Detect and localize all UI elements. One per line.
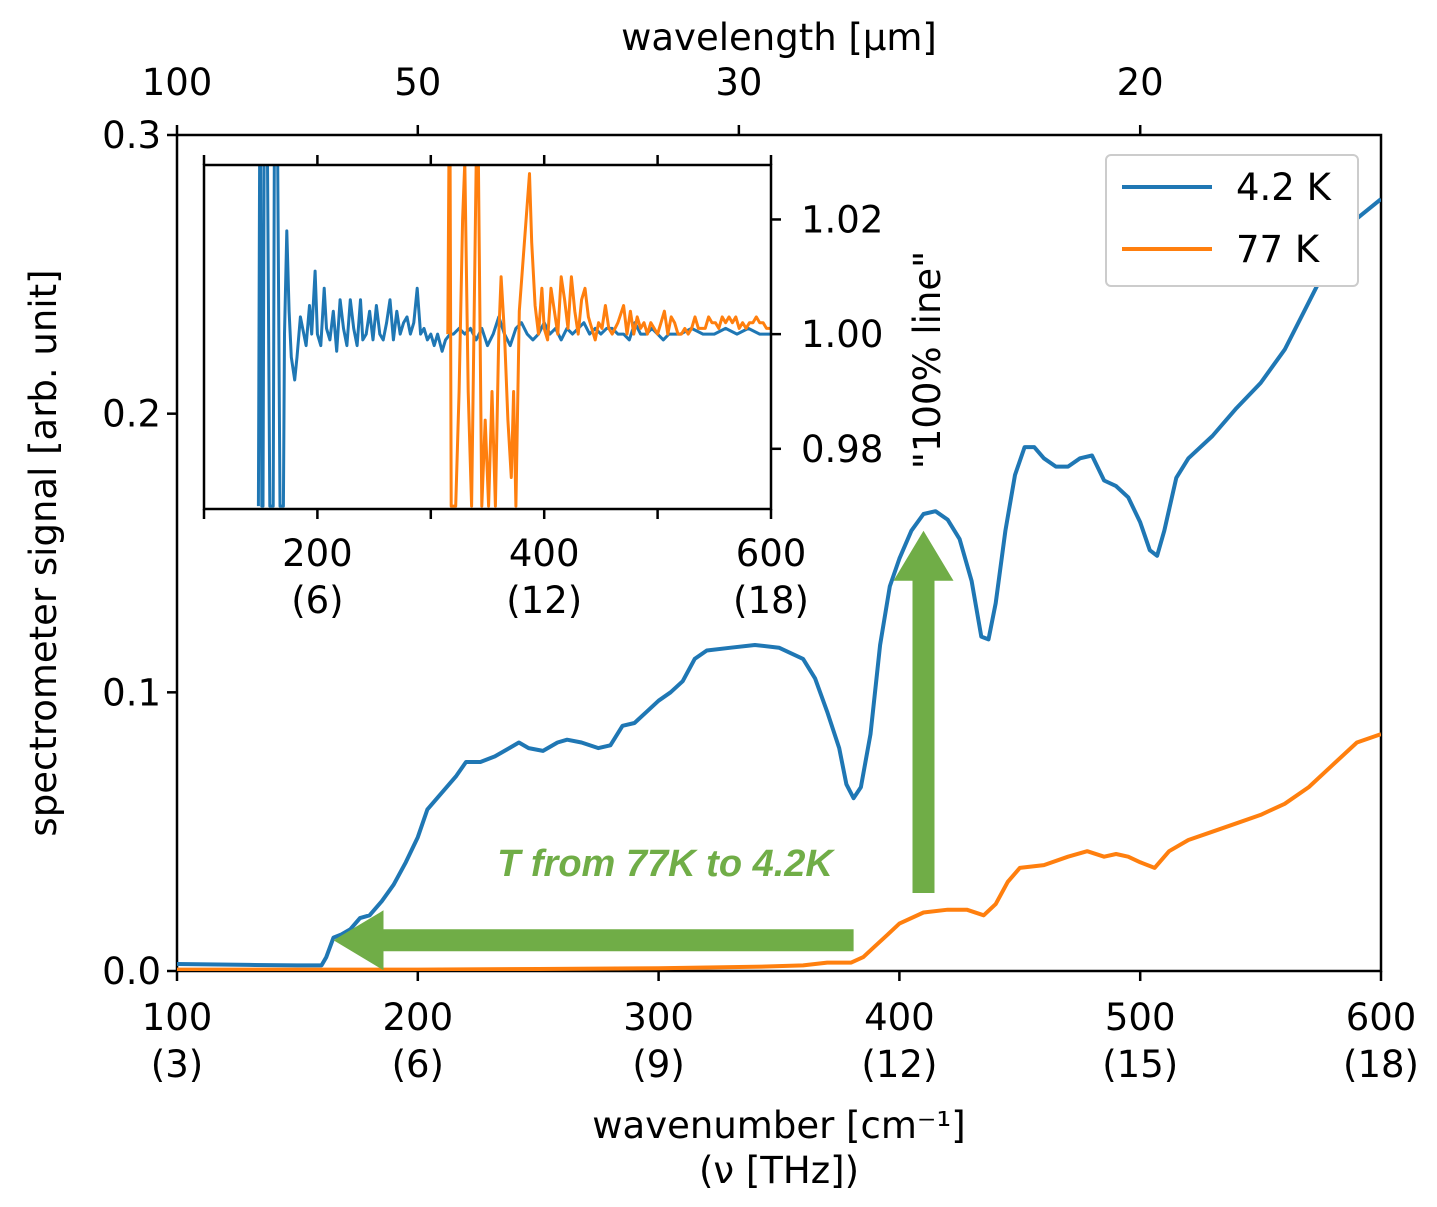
- top-wavelength-axis: 100 50 30 20: [142, 61, 1164, 135]
- x-tick-label: 500: [1105, 996, 1176, 1039]
- x-tick-sublabel: (6): [392, 1043, 444, 1086]
- inset-x-tick-label: 400: [509, 532, 580, 575]
- top-tick-label: 30: [715, 61, 762, 104]
- inset-y-tick-label: 1.00: [801, 313, 883, 356]
- inset-x-tick-sublabel: (6): [291, 579, 343, 622]
- main-y-axis: 0.0 0.1 0.2 0.3: [102, 114, 177, 993]
- annotation-text: T from 77K to 4.2K: [497, 843, 835, 885]
- annotation-arrows: [333, 530, 954, 971]
- x-tick-sublabel: (12): [861, 1043, 937, 1086]
- x-tick-label: 400: [864, 996, 935, 1039]
- inset-x-axis: 200(6) 400(12) 600(18): [202, 155, 809, 622]
- x-axis-sublabel: (ν [THz]): [699, 1149, 859, 1192]
- x-tick-sublabel: (9): [632, 1043, 684, 1086]
- legend-label-77k: 77 K: [1236, 228, 1321, 271]
- series-line-4-2k: [177, 197, 1381, 968]
- y-tick-label: 0.1: [102, 671, 161, 714]
- legend-label-4-2k: 4.2 K: [1236, 166, 1333, 209]
- legend: 4.2 K 77 K: [1105, 154, 1359, 287]
- x-tick-sublabel: (18): [1343, 1043, 1419, 1086]
- arrow-left: [333, 910, 854, 971]
- y-tick-label: 0.2: [102, 393, 161, 436]
- inset-y-axis: 0.98 1.00 1.02: [771, 198, 883, 471]
- top-x-axis-label: wavelength [μm]: [621, 16, 937, 59]
- y-tick-label: 0.0: [102, 950, 161, 993]
- series-line-77k: [177, 732, 1381, 971]
- inset-x-tick-sublabel: (18): [733, 579, 809, 622]
- inset-frame: [202, 163, 773, 511]
- main-x-axis: 100(3) 200(6) 300(9) 400(12) 500(15) 600(18): [142, 971, 1419, 1086]
- x-tick-sublabel: (3): [151, 1043, 203, 1086]
- inset-x-tick-sublabel: (12): [506, 579, 582, 622]
- inset-y-axis-label: "100% line": [906, 251, 949, 469]
- inset-y-tick-label: 0.98: [801, 428, 883, 471]
- main-plot-frame: [175, 133, 1383, 973]
- x-tick-label: 200: [382, 996, 453, 1039]
- top-tick-label: 100: [142, 61, 213, 104]
- inset-y-tick-label: 1.02: [801, 198, 883, 241]
- x-tick-label: 300: [623, 996, 694, 1039]
- x-tick-sublabel: (15): [1102, 1043, 1178, 1086]
- x-axis-label: wavenumber [cm⁻¹]: [592, 1104, 965, 1147]
- x-tick-label: 100: [142, 996, 213, 1039]
- top-tick-label: 20: [1117, 61, 1164, 104]
- x-tick-label: 600: [1346, 996, 1417, 1039]
- inset-series-line-77k: [446, 165, 771, 508]
- inset-plot-area: [256, 165, 771, 508]
- y-axis-label: spectrometer signal [arb. unit]: [22, 269, 65, 836]
- inset-x-tick-label: 600: [736, 532, 807, 575]
- top-tick-label: 50: [394, 61, 441, 104]
- inset-x-tick-label: 200: [282, 532, 353, 575]
- main-plot-area: [177, 197, 1381, 971]
- arrow-up: [893, 530, 954, 893]
- y-tick-label: 0.3: [102, 114, 161, 157]
